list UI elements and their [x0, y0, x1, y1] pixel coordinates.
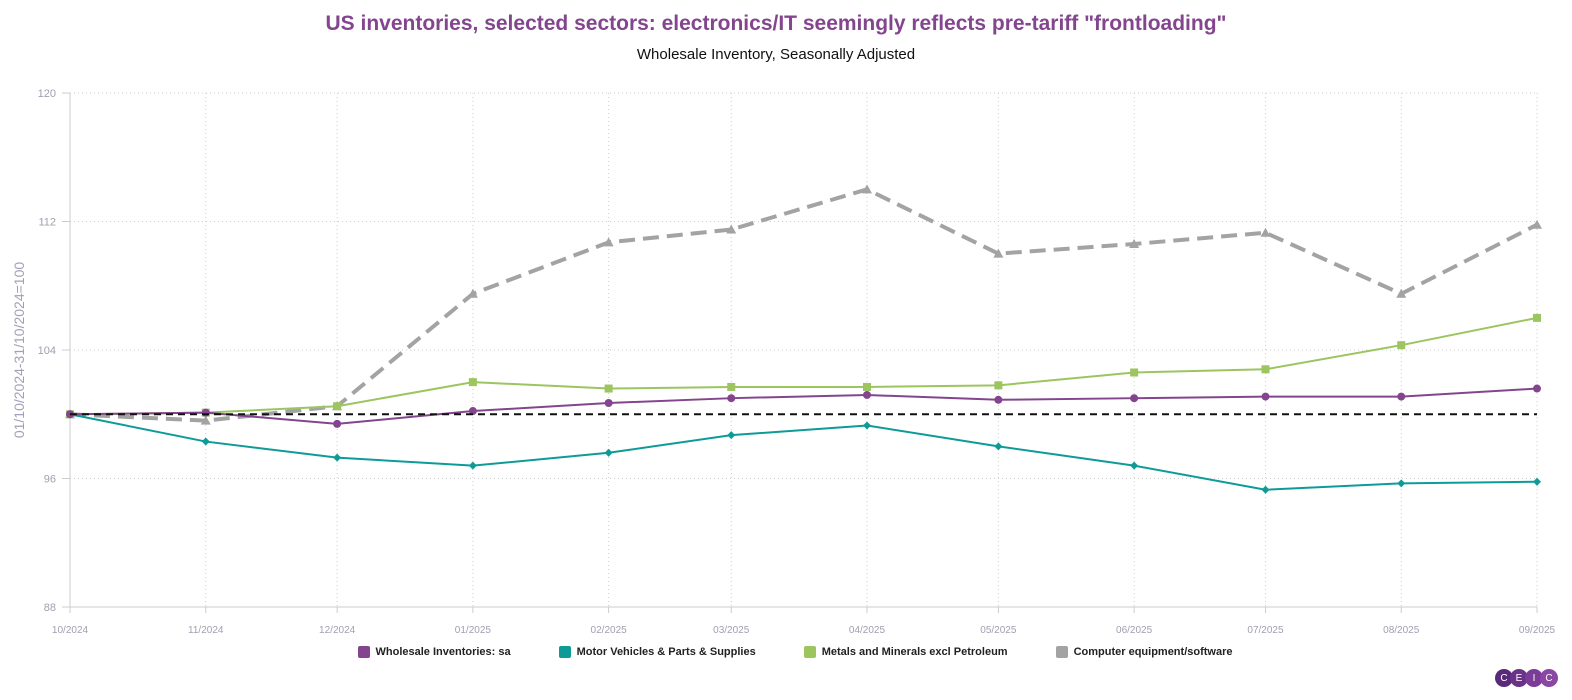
x-tick-label: 11/2024 — [188, 625, 224, 636]
data-point — [1397, 479, 1406, 488]
data-point — [467, 288, 478, 298]
data-point — [1129, 238, 1140, 248]
legend-swatch — [1055, 646, 1068, 658]
data-point — [994, 395, 1003, 404]
data-point — [1396, 288, 1407, 298]
data-point — [862, 421, 871, 430]
data-point — [1130, 461, 1139, 470]
data-point — [1261, 392, 1270, 401]
data-point — [604, 448, 613, 457]
data-point — [468, 407, 477, 416]
x-tick-label: 09/2025 — [1519, 625, 1556, 636]
data-point — [994, 381, 1003, 390]
line-chart: 88 96 104 112 120 10/2024 11/2024 12/2024 01/202… — [11, 88, 1556, 636]
data-point — [861, 184, 872, 194]
data-point — [201, 408, 210, 417]
data-point — [468, 461, 477, 470]
data-point — [1130, 368, 1139, 377]
legend-label: Motor Vehicles & Parts & Supplies — [576, 646, 756, 658]
data-point — [333, 453, 342, 462]
data-point — [603, 237, 614, 247]
data-point — [1261, 485, 1270, 494]
chart-subtitle: Wholesale Inventory, Seasonally Adjusted — [636, 46, 916, 63]
legend-item[interactable]: Motor Vehicles & Parts & Supplies — [558, 646, 756, 658]
series-1 — [66, 410, 1541, 494]
data-point — [201, 437, 210, 446]
data-point — [604, 399, 613, 408]
data-point — [1130, 394, 1139, 403]
data-point — [727, 431, 736, 440]
series-3 — [65, 184, 1542, 425]
data-point — [1397, 341, 1406, 350]
y-tick-label: 96 — [44, 474, 56, 486]
x-tick-label: 12/2024 — [319, 625, 356, 636]
data-point — [1260, 227, 1271, 237]
x-tick-label: 01/2025 — [455, 625, 492, 636]
data-point — [333, 419, 342, 428]
series-line — [69, 387, 1538, 425]
legend: Wholesale Inventories: sa Motor Vehicles … — [0, 646, 1572, 658]
x-tick-label: 08/2025 — [1383, 625, 1420, 636]
data-point — [993, 248, 1004, 258]
x-tick-label: 03/2025 — [713, 625, 750, 636]
data-point — [604, 384, 613, 393]
data-point — [862, 390, 871, 399]
data-point — [1533, 477, 1541, 486]
y-tick-label: 88 — [44, 602, 56, 614]
legend-swatch — [357, 646, 370, 658]
data-point — [727, 394, 736, 403]
legend-item[interactable]: Computer equipment/software — [1055, 646, 1233, 658]
legend-label: Metals and Minerals excl Petroleum — [821, 646, 1008, 658]
legend-swatch — [558, 646, 571, 658]
data-point — [862, 382, 871, 391]
legend-item[interactable]: Metals and Minerals excl Petroleum — [803, 646, 1008, 658]
series-0 — [66, 384, 1541, 428]
data-point — [200, 415, 211, 425]
logo-letter: C — [1540, 669, 1558, 687]
x-tick-label: 10/2024 — [52, 625, 89, 636]
x-tick-label: 02/2025 — [591, 625, 628, 636]
y-tick-label: 112 — [38, 217, 56, 229]
data-point — [994, 442, 1003, 451]
series-line — [69, 413, 1538, 491]
data-point — [468, 378, 477, 387]
series-line — [69, 316, 1538, 416]
y-tick-label: 104 — [38, 345, 56, 357]
legend-label: Wholesale Inventories: sa — [375, 646, 511, 658]
x-tick-label: 06/2025 — [1116, 625, 1153, 636]
data-point — [1533, 313, 1541, 322]
logo-letter: E — [1510, 669, 1528, 687]
data-point — [1532, 219, 1542, 229]
logo-letter: C — [1495, 669, 1513, 687]
x-tick-label: 04/2025 — [849, 625, 886, 636]
data-point — [727, 382, 736, 391]
chart-title: US inventories, selected sectors: electr… — [325, 12, 1227, 35]
data-point — [1533, 384, 1541, 393]
data-point — [726, 224, 737, 234]
y-axis-label: 01/10/2024-31/10/2024=100 — [11, 262, 27, 439]
logo-letter: I — [1525, 669, 1543, 687]
legend-swatch — [803, 646, 816, 658]
legend-item[interactable]: Wholesale Inventories: sa — [357, 646, 511, 658]
series-line — [69, 187, 1538, 423]
x-tick-label: 05/2025 — [980, 625, 1017, 636]
legend-label: Computer equipment/software — [1073, 646, 1233, 658]
data-point — [333, 402, 342, 411]
series-2 — [66, 313, 1541, 419]
x-tick-label: 07/2025 — [1247, 625, 1284, 636]
data-point — [1261, 365, 1270, 374]
data-point — [1397, 392, 1406, 401]
y-tick-label: 120 — [38, 88, 56, 100]
